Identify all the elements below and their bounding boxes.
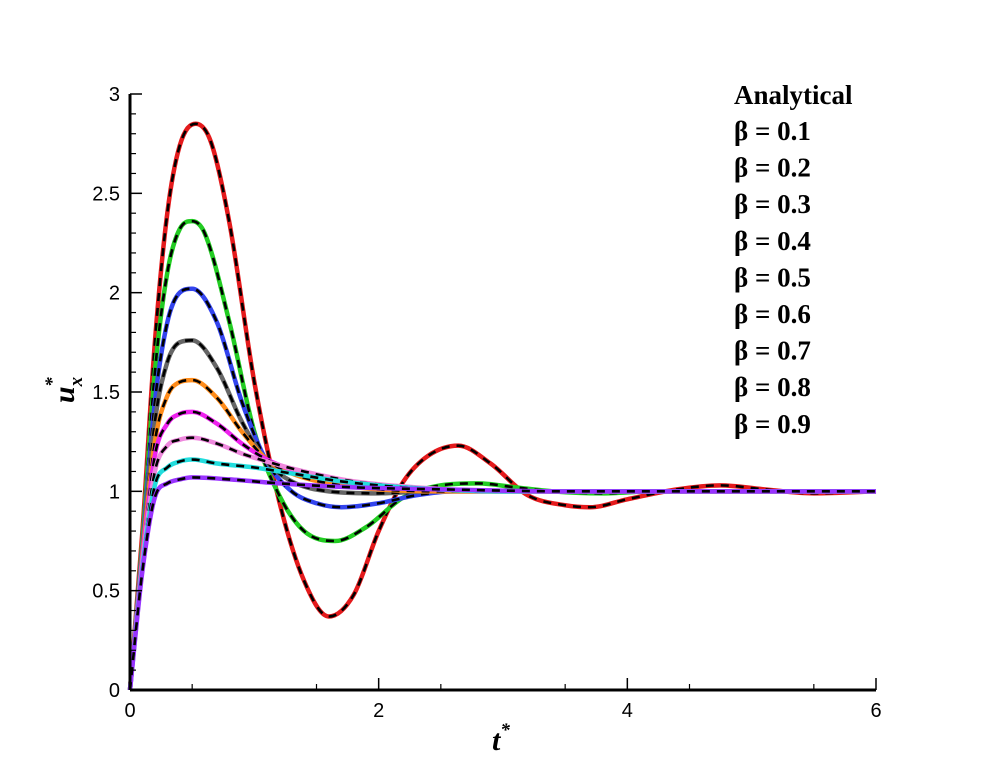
y-axis-title-sub: x xyxy=(66,376,87,387)
x-axis-title-sup: * xyxy=(500,720,510,741)
y-tick-label: 3 xyxy=(109,84,120,106)
legend-entry-7: β = 0.7 xyxy=(734,336,811,366)
legend-title-analytical: Analytical xyxy=(734,80,853,110)
x-tick-label: 2 xyxy=(373,700,384,722)
legend-entry-4: β = 0.4 xyxy=(734,226,811,256)
x-axis-title: t* xyxy=(492,720,510,757)
analytical-line-5 xyxy=(128,378,876,691)
series-layer xyxy=(127,121,877,691)
x-axis-title-main: t xyxy=(492,724,502,757)
y-tick-label: 2.5 xyxy=(92,183,120,205)
x-tick-label: 6 xyxy=(870,700,881,722)
legend-entry-1: β = 0.1 xyxy=(734,116,811,146)
legend-entry-2: β = 0.2 xyxy=(734,153,811,183)
analytical-line-3 xyxy=(128,287,876,691)
analytical-line-1 xyxy=(128,122,877,691)
legend: Analytical β = 0.1 β = 0.2 β = 0.3 β = 0.4 β… xyxy=(734,80,853,439)
x-tick-label: 4 xyxy=(622,700,633,722)
ticks-layer: 0 2 4 6 0 0.5 1 1.5 2 2.5 3 xyxy=(92,84,881,722)
y-tick-label: 1 xyxy=(109,481,120,503)
y-axis-title: ux* xyxy=(42,376,87,403)
legend-entry-5: β = 0.5 xyxy=(734,262,811,292)
y-tick-label: 0 xyxy=(109,680,120,702)
analytical-line-9 xyxy=(128,476,876,691)
legend-entry-9: β = 0.9 xyxy=(734,409,811,439)
series-line-8 xyxy=(127,457,876,691)
y-axis-title-sup: * xyxy=(42,377,63,387)
legend-entry-3: β = 0.3 xyxy=(734,189,811,219)
y-tick-label: 2 xyxy=(109,283,120,305)
legend-entry-6: β = 0.6 xyxy=(734,299,811,329)
series-line-9 xyxy=(127,475,876,691)
x-tick-label: 0 xyxy=(124,700,135,722)
analytical-line-8 xyxy=(128,458,876,691)
y-tick-label: 1.5 xyxy=(92,382,120,404)
legend-entry-8: β = 0.8 xyxy=(734,372,811,402)
y-axis-title-main: u xyxy=(48,386,81,403)
y-tick-label: 0.5 xyxy=(92,581,120,603)
